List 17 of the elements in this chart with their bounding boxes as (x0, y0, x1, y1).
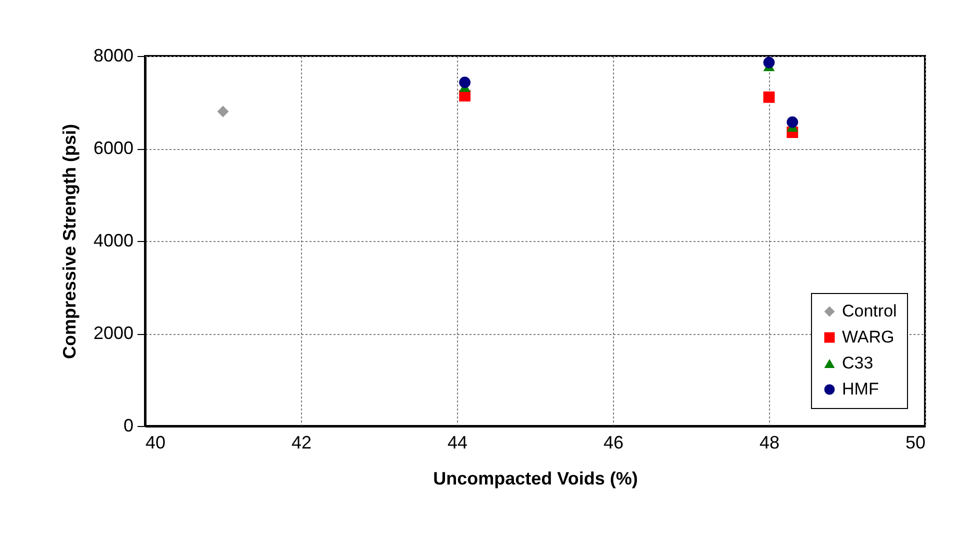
x-tick-label: 50 (905, 432, 926, 452)
y-tick-label: 6000 (93, 138, 134, 158)
x-tick-label: 40 (146, 432, 166, 452)
x-tick-label: 48 (759, 432, 780, 452)
y-tick-label: 8000 (93, 46, 134, 66)
y-axis-title: Compressive Strength (psi) (59, 124, 80, 360)
y-tick-label: 4000 (93, 230, 134, 250)
legend-label: WARG (842, 328, 894, 346)
x-tick-label: 42 (291, 432, 312, 452)
y-tick-label: 0 (123, 416, 134, 436)
legend-label: HMF (842, 380, 879, 398)
x-tick-label: 44 (447, 432, 468, 452)
x-tick-label: 46 (603, 432, 624, 452)
x-axis-title: Uncompacted Voids (%) (433, 468, 638, 488)
y-tick-label: 2000 (93, 323, 134, 343)
legend-label: C33 (842, 354, 874, 372)
legend-label: Control (842, 302, 897, 320)
